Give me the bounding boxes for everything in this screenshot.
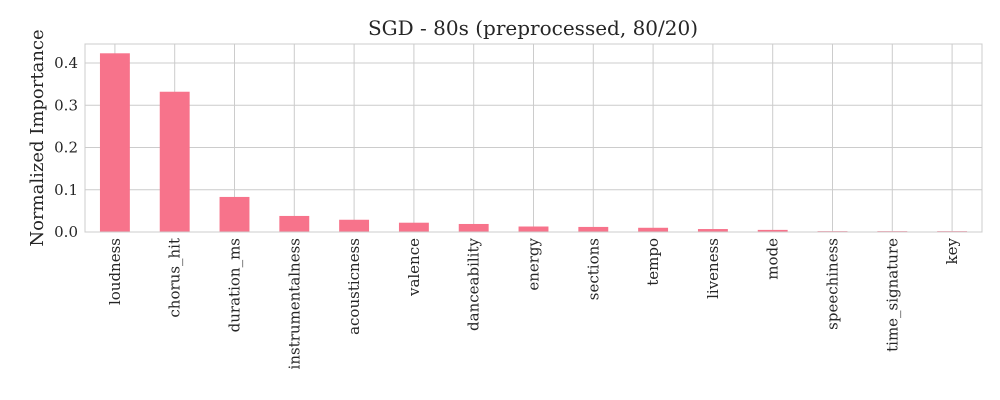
x-tick-label: acousticness <box>345 238 363 335</box>
x-tick-label: energy <box>525 237 543 290</box>
x-tick-label: key <box>943 237 961 264</box>
x-tick-label: speechiness <box>824 238 842 330</box>
plot-frame <box>84 43 983 233</box>
bar-sections <box>578 226 609 232</box>
bar-liveness <box>697 229 728 232</box>
x-tick-labels: loudness chorus_hit duration_ms instrumenta… <box>106 237 961 369</box>
bar-danceability <box>458 223 489 232</box>
bar-energy <box>518 226 549 232</box>
y-tick-label: 0.0 <box>54 223 78 241</box>
y-axis-label: Normalized Importance <box>27 29 48 246</box>
x-tick-label: liveness <box>704 238 722 299</box>
x-tick-label: danceability <box>465 237 483 330</box>
x-tick-label: instrumentalness <box>285 238 303 369</box>
y-tick-label: 0.3 <box>54 96 78 114</box>
bar-instrumentalness <box>279 215 310 232</box>
x-tick-label: loudness <box>106 238 124 305</box>
x-tick-label: sections <box>584 238 602 300</box>
chart-title: SGD - 80s (preprocessed, 80/20) <box>368 16 698 40</box>
bar-mode <box>757 229 788 232</box>
bar-acousticness <box>339 219 370 232</box>
x-tick-label: tempo <box>644 238 662 286</box>
x-tick-label: chorus_hit <box>166 238 184 318</box>
bars <box>99 53 968 233</box>
bar-loudness <box>99 53 130 233</box>
x-tick-label: duration_ms <box>226 238 244 332</box>
y-tick-label: 0.4 <box>54 54 78 72</box>
bar-chorus-hit <box>159 91 190 233</box>
y-tick-label: 0.1 <box>54 181 78 199</box>
x-tick-label: valence <box>405 238 423 297</box>
bar-duration-ms <box>219 196 250 232</box>
x-tick-label: time_signature <box>883 238 901 352</box>
bar-valence <box>398 222 429 232</box>
bar-tempo <box>638 227 669 232</box>
y-tick-label: 0.2 <box>54 139 78 157</box>
y-tick-labels: 0.0 0.1 0.2 0.3 0.4 <box>54 54 78 241</box>
x-tick-label: mode <box>764 238 782 280</box>
